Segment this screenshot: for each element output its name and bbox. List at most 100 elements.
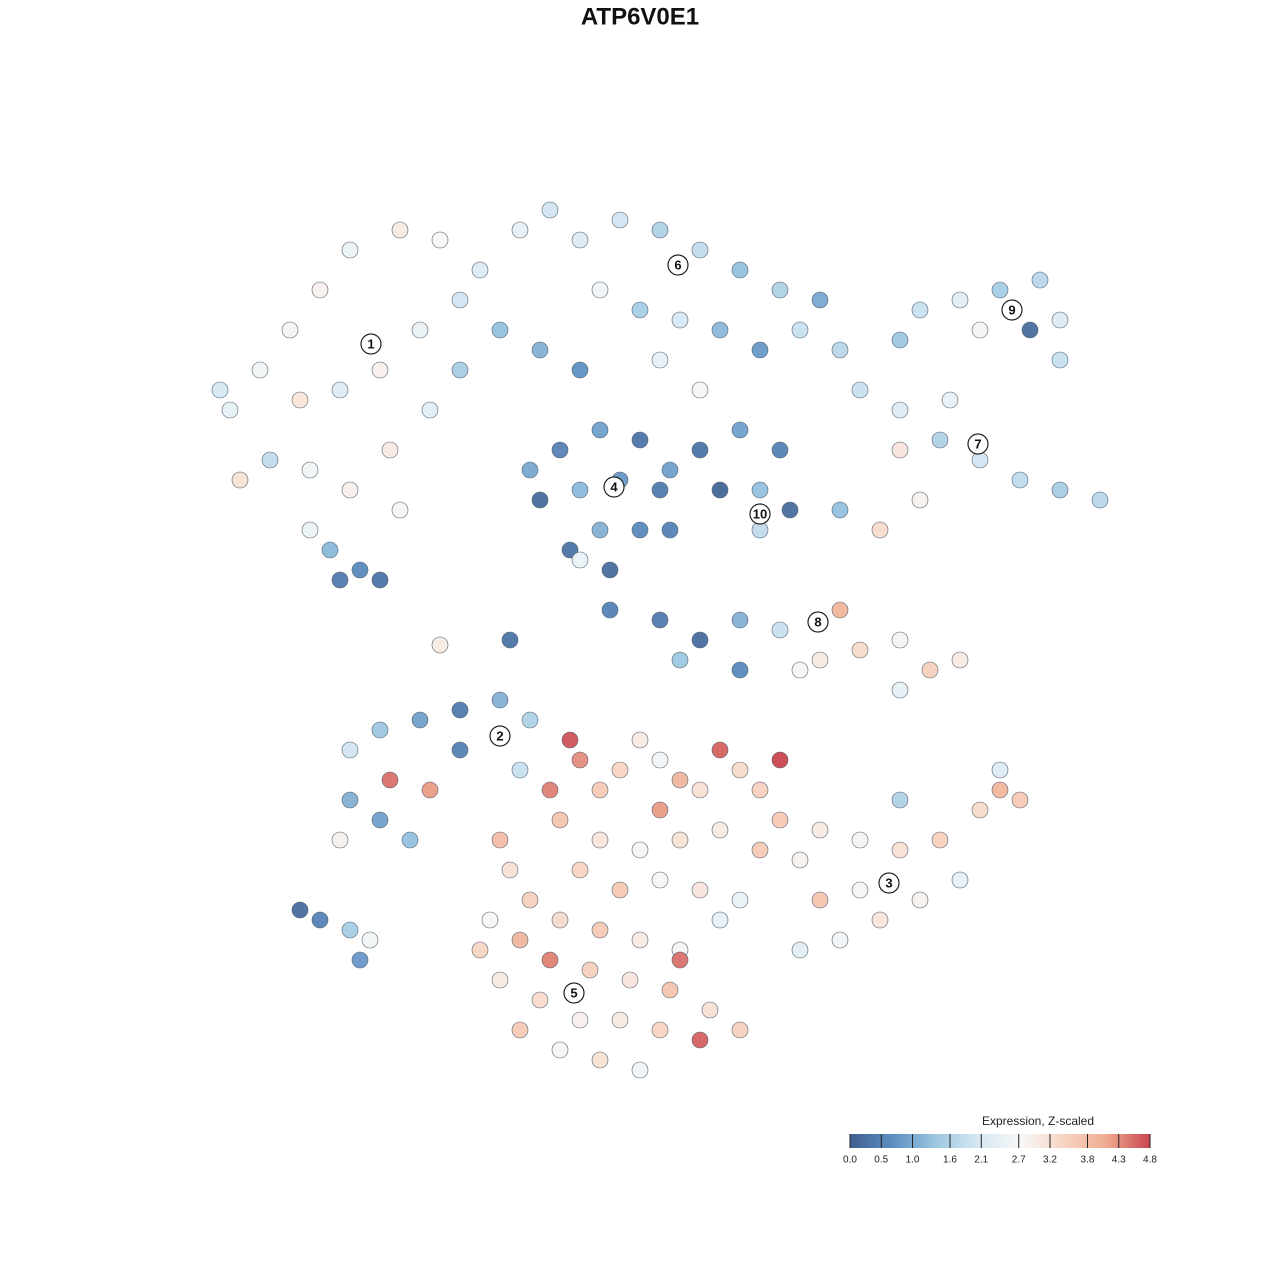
cluster-marker xyxy=(603,476,625,498)
point xyxy=(611,761,629,779)
point xyxy=(541,201,559,219)
point xyxy=(601,561,619,579)
point xyxy=(711,741,729,759)
point xyxy=(1011,471,1029,489)
colorbar-tick-label: 2.7 xyxy=(1012,1155,1026,1166)
point xyxy=(711,321,729,339)
point xyxy=(341,791,359,809)
point xyxy=(551,911,569,929)
point xyxy=(671,831,689,849)
point xyxy=(851,881,869,899)
point xyxy=(651,871,669,889)
point xyxy=(831,931,849,949)
point xyxy=(521,461,539,479)
point xyxy=(791,321,809,339)
point xyxy=(651,351,669,369)
point xyxy=(851,831,869,849)
point xyxy=(631,521,649,539)
point xyxy=(631,431,649,449)
cluster-label: 6 xyxy=(674,257,681,272)
point xyxy=(711,911,729,929)
point xyxy=(631,1061,649,1079)
point xyxy=(591,421,609,439)
point xyxy=(631,731,649,749)
point xyxy=(691,441,709,459)
point xyxy=(351,561,369,579)
point xyxy=(661,981,679,999)
point xyxy=(771,751,789,769)
point xyxy=(731,611,749,629)
cluster-marker xyxy=(749,503,771,525)
point xyxy=(431,636,449,654)
point xyxy=(481,911,499,929)
point xyxy=(891,441,909,459)
cluster-label: 2 xyxy=(496,728,503,743)
point xyxy=(911,301,929,319)
point xyxy=(371,721,389,739)
point xyxy=(491,831,509,849)
colorbar-tick-label: 3.2 xyxy=(1043,1155,1057,1166)
point xyxy=(521,711,539,729)
point xyxy=(651,801,669,819)
point xyxy=(921,661,939,679)
point xyxy=(591,921,609,939)
point xyxy=(281,321,299,339)
colorbar-tick-label: 0.5 xyxy=(874,1155,888,1166)
chart-title: ATP6V0E1 xyxy=(581,3,699,30)
point xyxy=(751,781,769,799)
point xyxy=(951,291,969,309)
point xyxy=(451,741,469,759)
point xyxy=(991,281,1009,299)
point xyxy=(651,221,669,239)
point xyxy=(571,361,589,379)
point xyxy=(941,391,959,409)
point xyxy=(811,891,829,909)
point xyxy=(781,501,799,519)
point xyxy=(581,961,599,979)
point xyxy=(471,941,489,959)
point xyxy=(361,931,379,949)
cluster-marker xyxy=(1001,299,1023,321)
point xyxy=(671,311,689,329)
point xyxy=(251,361,269,379)
point xyxy=(411,711,429,729)
colorbar-tick-label: 0.0 xyxy=(843,1155,857,1166)
point xyxy=(261,451,279,469)
point xyxy=(431,231,449,249)
point xyxy=(851,381,869,399)
cluster-label: 5 xyxy=(570,985,577,1000)
cluster-marker xyxy=(967,433,989,455)
point xyxy=(331,831,349,849)
point xyxy=(231,471,249,489)
point xyxy=(471,261,489,279)
cluster-label: 7 xyxy=(974,436,981,451)
point xyxy=(561,731,579,749)
point xyxy=(651,611,669,629)
point xyxy=(791,661,809,679)
point xyxy=(671,651,689,669)
points xyxy=(211,201,1109,1079)
point xyxy=(541,951,559,969)
point xyxy=(691,781,709,799)
point xyxy=(891,841,909,859)
point xyxy=(321,541,339,559)
point xyxy=(511,221,529,239)
point xyxy=(541,781,559,799)
point xyxy=(891,791,909,809)
point xyxy=(891,631,909,649)
point xyxy=(791,851,809,869)
point xyxy=(871,521,889,539)
cluster-label: 9 xyxy=(1008,302,1015,317)
point xyxy=(951,651,969,669)
point xyxy=(971,801,989,819)
point xyxy=(491,691,509,709)
point xyxy=(551,441,569,459)
point xyxy=(831,601,849,619)
colorbar-tick-label: 1.6 xyxy=(943,1155,957,1166)
point xyxy=(341,741,359,759)
point xyxy=(421,401,439,419)
point xyxy=(561,541,579,559)
point xyxy=(1011,791,1029,809)
point xyxy=(411,321,429,339)
point xyxy=(221,401,239,419)
